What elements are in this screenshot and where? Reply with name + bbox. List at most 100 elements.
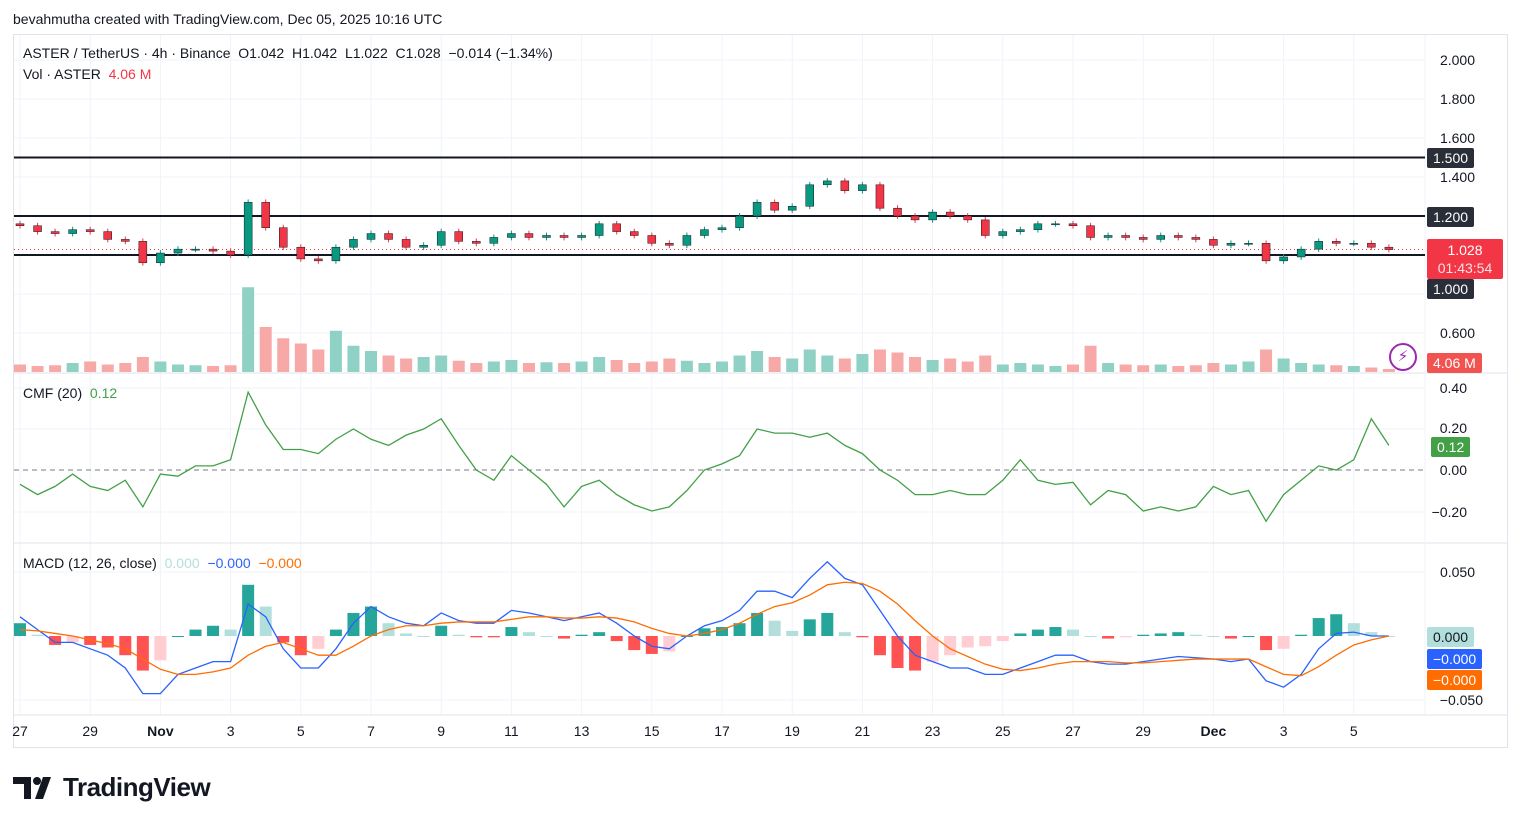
volume-bar bbox=[996, 364, 1009, 372]
macd-histogram-bar bbox=[66, 636, 79, 643]
macd-histogram-bar bbox=[154, 636, 167, 661]
macd-histogram-bar bbox=[259, 606, 272, 636]
candle-body bbox=[261, 202, 270, 228]
volume-bar bbox=[979, 355, 992, 372]
candle-body bbox=[472, 241, 481, 244]
macd-histogram-bar bbox=[435, 625, 448, 636]
cmf-tick: 0.40 bbox=[1439, 380, 1467, 396]
volume-bar bbox=[1382, 368, 1395, 372]
time-tick: Nov bbox=[147, 723, 174, 739]
time-tick: 17 bbox=[714, 723, 730, 739]
macd-histogram-bar bbox=[1049, 627, 1062, 636]
volume-bar bbox=[171, 364, 184, 372]
macd-tick: −0.050 bbox=[1439, 692, 1483, 708]
macd-histogram-bar bbox=[698, 628, 711, 636]
volume-bar bbox=[1277, 358, 1290, 372]
candle-body bbox=[594, 223, 604, 236]
macd-histogram-bar bbox=[31, 634, 44, 636]
macd-histogram-bar bbox=[961, 636, 974, 648]
volume-bar bbox=[838, 358, 851, 372]
macd-histogram-bar bbox=[347, 612, 360, 636]
candle-body bbox=[384, 233, 393, 240]
volume-bar bbox=[487, 361, 500, 372]
time-tick: Dec bbox=[1200, 723, 1227, 739]
macd-histogram-bar bbox=[1172, 632, 1185, 636]
candle-body bbox=[454, 231, 463, 242]
volume-legend: Vol · ASTER 4.06 M bbox=[23, 66, 151, 82]
volume-bar bbox=[1049, 366, 1062, 372]
volume-bar bbox=[610, 360, 623, 372]
macd-histogram-bar bbox=[1137, 634, 1150, 636]
volume-label[interactable]: Vol · ASTER bbox=[23, 66, 101, 82]
candle-body bbox=[103, 231, 112, 240]
volume-bar bbox=[224, 365, 237, 372]
macd-signal-value: −0.000 bbox=[258, 555, 302, 571]
cmf-legend: CMF (20) 0.12 bbox=[23, 385, 117, 401]
candle-body bbox=[577, 235, 586, 238]
macd-histogram-bar bbox=[803, 619, 816, 636]
cmf-label[interactable]: CMF (20) bbox=[23, 385, 83, 401]
candle-body bbox=[156, 252, 165, 264]
volume-bar bbox=[452, 360, 465, 372]
macd-label[interactable]: MACD (12, 26, close) bbox=[23, 555, 157, 571]
volume-bar bbox=[1154, 364, 1167, 372]
level-tag-1000: 1.000 bbox=[1427, 279, 1475, 299]
time-tick: 29 bbox=[82, 723, 98, 739]
candle-body bbox=[945, 211, 955, 217]
macd-histogram-bar bbox=[207, 625, 220, 636]
macd-histogram-bar bbox=[1277, 636, 1290, 649]
volume-bar bbox=[1014, 363, 1027, 372]
tradingview-logo[interactable]: TradingView bbox=[13, 772, 211, 803]
volume-bar bbox=[119, 363, 132, 372]
volume-value: 4.06 M bbox=[108, 66, 152, 82]
volume-bar bbox=[31, 366, 44, 372]
volume-bar bbox=[312, 349, 325, 372]
candle-body bbox=[243, 202, 253, 256]
macd-histogram-bar bbox=[891, 636, 904, 668]
volume-bar bbox=[1207, 363, 1220, 372]
macd-histogram-bar bbox=[189, 629, 202, 636]
volume-bar bbox=[1347, 366, 1360, 372]
candle-body bbox=[1384, 246, 1394, 250]
macd-histogram-bar bbox=[505, 627, 518, 636]
time-tick: 19 bbox=[784, 723, 800, 739]
candle-body bbox=[1033, 223, 1043, 230]
price-tick: 1.600 bbox=[1439, 130, 1475, 146]
volume-bar bbox=[1031, 364, 1044, 372]
candle-body bbox=[630, 231, 639, 236]
level-tag-1200: 1.200 bbox=[1427, 207, 1475, 227]
time-tick: 27 bbox=[1065, 723, 1081, 739]
candle-body bbox=[419, 245, 428, 248]
macd-histogram-bar bbox=[277, 636, 290, 643]
signal-line bbox=[19, 581, 1390, 677]
volume-bar bbox=[1330, 365, 1343, 372]
price-tick: 1.400 bbox=[1439, 169, 1475, 185]
lightning-icon[interactable]: ⚡ bbox=[1389, 343, 1417, 371]
macd-histogram-bar bbox=[1154, 633, 1167, 636]
candle-body bbox=[1138, 237, 1148, 240]
candle-body bbox=[1191, 237, 1201, 240]
credit-line: bevahmutha created with TradingView.com,… bbox=[13, 11, 443, 27]
candle-body bbox=[68, 229, 77, 234]
symbol-title[interactable]: ASTER / TetherUS · 4h · Binance bbox=[23, 45, 231, 61]
macd-histogram-bar bbox=[663, 636, 676, 652]
volume-bar bbox=[680, 360, 693, 372]
macd-histogram-bar bbox=[716, 627, 728, 636]
volume-bar bbox=[1260, 349, 1273, 372]
candle-body bbox=[717, 227, 727, 230]
time-tick: 23 bbox=[924, 723, 941, 739]
macd-hist-value: 0.000 bbox=[164, 555, 200, 571]
macd-histogram-bar bbox=[558, 636, 571, 639]
volume-bar bbox=[365, 351, 377, 372]
candle-body bbox=[665, 243, 674, 246]
last-price-tag: 1.028 01:43:54 bbox=[1427, 239, 1503, 279]
logo-text: TradingView bbox=[63, 772, 211, 802]
macd-histogram-bar bbox=[979, 636, 992, 647]
candle-body bbox=[998, 231, 1008, 236]
macd-histogram-bar bbox=[1014, 633, 1027, 636]
macd-histogram-bar bbox=[329, 629, 342, 636]
macd-histogram-bar bbox=[856, 636, 869, 638]
candle-body bbox=[138, 241, 148, 264]
candle-body bbox=[507, 233, 516, 238]
